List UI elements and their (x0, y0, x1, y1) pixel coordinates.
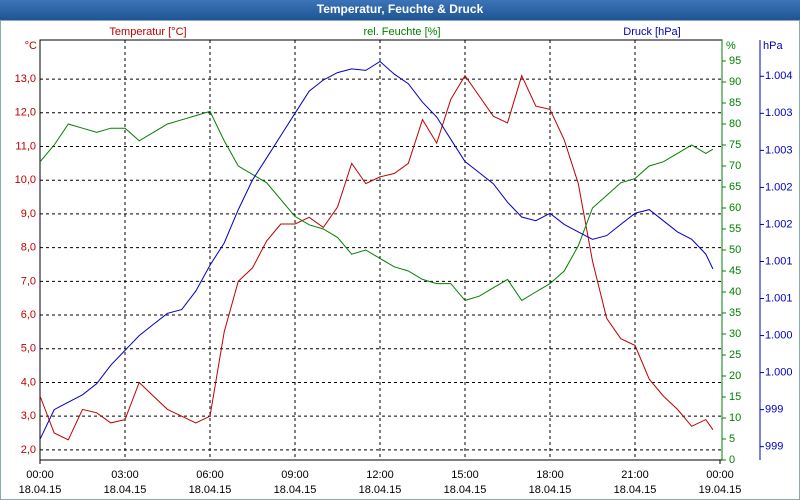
x-tick-label: 09:00 (281, 469, 309, 481)
y-tick-label: 10,0 (15, 174, 36, 186)
y3-tick-label: 1.000 (765, 366, 793, 378)
x-tick-label: 03:00 (111, 469, 139, 481)
x-tick-date: 18.04.15 (359, 484, 402, 496)
y-tick-label: 7,0 (21, 275, 36, 287)
y3-tick-label: 999 (765, 404, 783, 416)
y2-tick-label: 25 (729, 349, 741, 361)
y3-tick-label: 1.004 (765, 70, 793, 82)
y2-tick-label: 15 (729, 391, 741, 403)
y-tick-label: 5,0 (21, 343, 36, 355)
y-axis-title: Temperatur [°C] (109, 26, 186, 38)
x-tick-label: 18:00 (536, 469, 564, 481)
x-tick-date: 18.04.15 (19, 484, 62, 496)
y2-tick-label: 55 (729, 223, 741, 235)
plot-area (39, 39, 723, 461)
y3-tick-label: 1.003 (765, 107, 793, 119)
y2-tick-label: 80 (729, 118, 741, 130)
x-tick-label: 00:00 (706, 469, 734, 481)
y3-tick-label: 1.003 (765, 144, 793, 156)
y-tick-label: 4,0 (21, 376, 36, 388)
y-tick-label: 3,0 (21, 410, 36, 422)
y2-tick-label: 65 (729, 181, 741, 193)
title-bar (0, 0, 800, 20)
y2-unit: % (726, 40, 736, 52)
y2-tick-label: 95 (729, 55, 741, 67)
y2-tick-label: 90 (729, 76, 741, 88)
y3-tick-label: 1.001 (765, 255, 793, 267)
x-tick-label: 15:00 (451, 469, 479, 481)
y2-tick-label: 5 (729, 433, 735, 445)
x-tick-date: 18.04.15 (189, 484, 232, 496)
y2-tick-label: 85 (729, 97, 741, 109)
x-tick-label: 06:00 (196, 469, 224, 481)
y2-tick-label: 30 (729, 328, 741, 340)
x-tick-label: 12:00 (366, 469, 394, 481)
x-tick-label: 21:00 (621, 469, 649, 481)
y2-tick-label: 0 (729, 454, 735, 466)
x-tick-date: 18.04.15 (614, 484, 657, 496)
y-tick-label: 6,0 (21, 309, 36, 321)
y-unit: °C (25, 40, 37, 52)
y3-tick-label: 1.002 (765, 218, 793, 230)
x-tick-date: 18.04.15 (529, 484, 572, 496)
x-tick-date: 18.04.15 (274, 484, 317, 496)
y-tick-label: 11,0 (15, 140, 36, 152)
y3-tick-label: 1.000 (765, 329, 793, 341)
series-line (39, 60, 714, 440)
y2-tick-label: 70 (729, 160, 741, 172)
y3-axis-title: Druck [hPa] (623, 26, 680, 38)
y2-tick-label: 20 (729, 370, 741, 382)
y2-tick-label: 45 (729, 265, 741, 277)
y-tick-label: 13,0 (15, 73, 36, 85)
y-tick-label: 8,0 (21, 242, 36, 254)
y3-unit: hPa (763, 40, 783, 52)
y-tick-label: 12,0 (15, 107, 36, 119)
y3-tick-label: 999 (765, 441, 783, 453)
series-line (39, 110, 714, 302)
y2-tick-label: 10 (729, 412, 741, 424)
x-tick-date: 19.04.15 (699, 484, 742, 496)
y2-tick-label: 75 (729, 139, 741, 151)
chart-title: Temperatur, Feuchte & Druck (317, 2, 484, 16)
y2-tick-label: 35 (729, 307, 741, 319)
x-tick-date: 18.04.15 (104, 484, 147, 496)
y3-tick-label: 1.001 (765, 292, 793, 304)
y-tick-label: 2,0 (21, 444, 36, 456)
y2-axis-title: rel. Feuchte [%] (363, 26, 440, 38)
x-tick-label: 00:00 (26, 469, 54, 481)
y2-tick-label: 40 (729, 286, 741, 298)
y3-tick-label: 1.002 (765, 181, 793, 193)
series-line (39, 74, 714, 441)
y-tick-label: 9,0 (21, 208, 36, 220)
y2-tick-label: 50 (729, 244, 741, 256)
x-tick-date: 18.04.15 (444, 484, 487, 496)
y2-tick-label: 60 (729, 202, 741, 214)
